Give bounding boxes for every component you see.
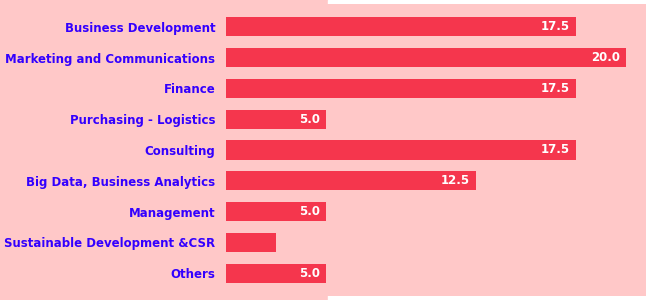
Text: 17.5: 17.5 — [541, 82, 570, 95]
Text: 12.5: 12.5 — [441, 174, 470, 187]
Text: 5.0: 5.0 — [299, 205, 320, 218]
Text: 17.5: 17.5 — [541, 143, 570, 157]
Bar — [226, 202, 326, 221]
Bar — [226, 140, 576, 160]
Bar — [226, 79, 576, 98]
Bar — [226, 48, 626, 67]
Bar — [226, 110, 326, 129]
Text: 17.5: 17.5 — [541, 20, 570, 34]
Bar — [226, 263, 326, 283]
Text: 20.0: 20.0 — [591, 51, 620, 64]
Bar — [226, 171, 476, 190]
Text: 5.0: 5.0 — [299, 266, 320, 280]
Text: 5.0: 5.0 — [299, 113, 320, 126]
Bar — [226, 233, 276, 252]
Bar — [226, 17, 576, 37]
